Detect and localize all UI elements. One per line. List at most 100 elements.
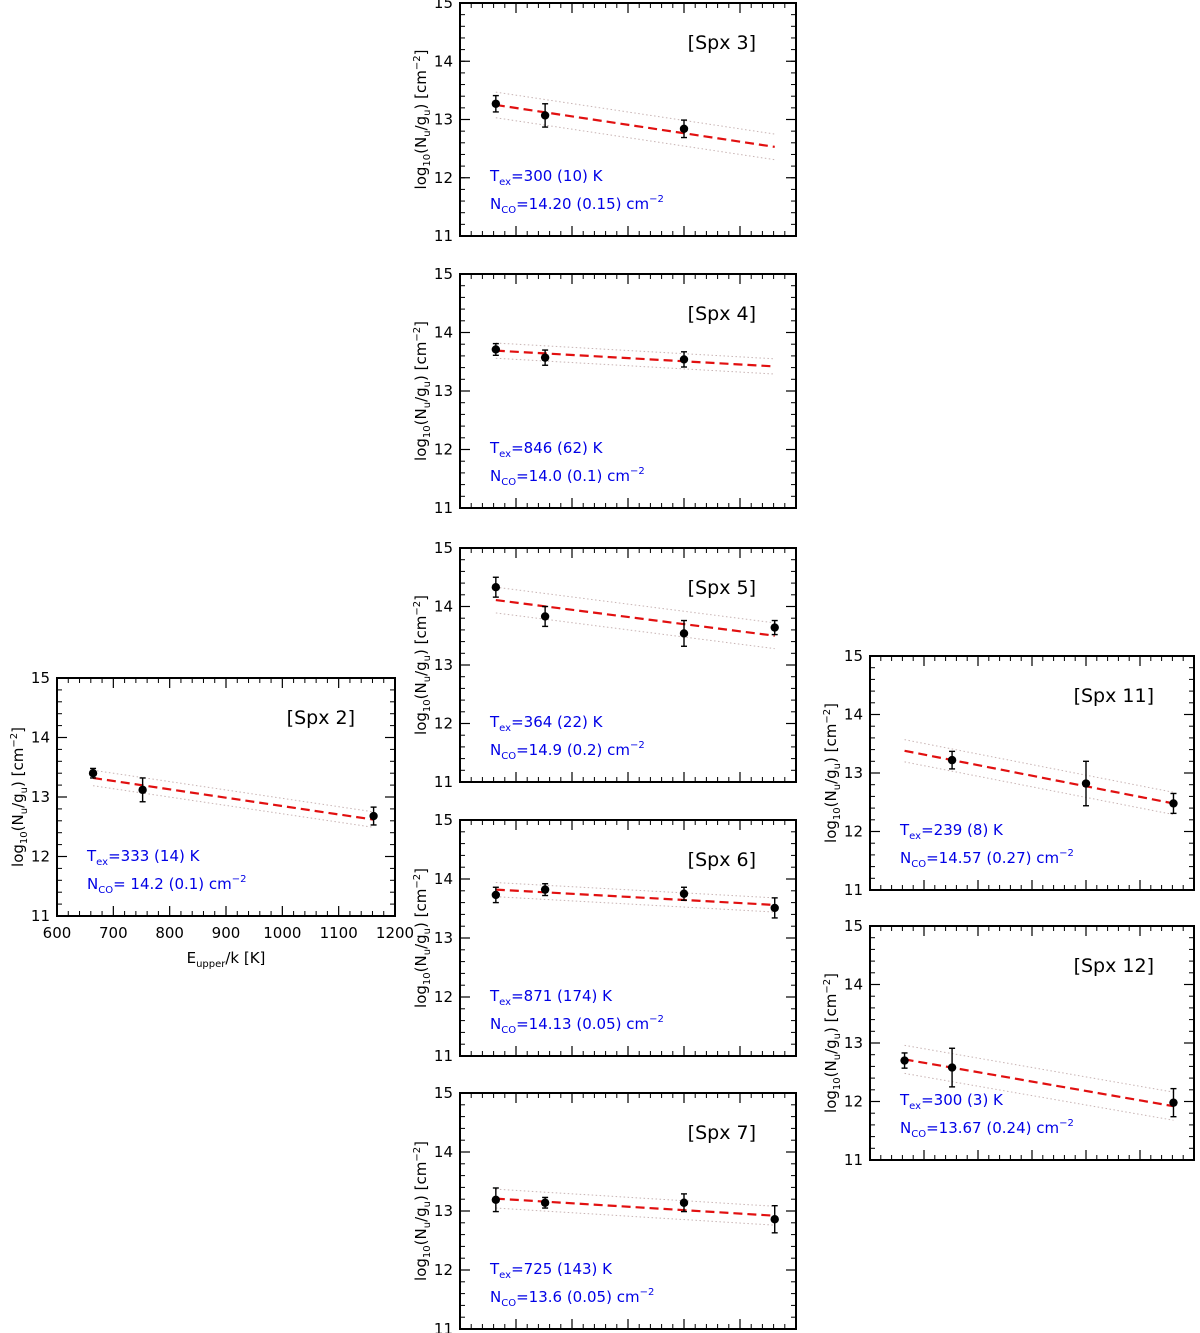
x-axis-title: Eupper/k [K] xyxy=(187,949,266,970)
y-title-sub-u2: u xyxy=(832,763,843,769)
data-point xyxy=(1169,799,1178,808)
panel-label: [Spx 7] xyxy=(688,1122,756,1144)
tex-annotation: Tex=846 (62) K xyxy=(489,439,604,460)
nco-symbol: N xyxy=(490,467,501,485)
tex-value: =364 (22) K xyxy=(511,713,604,731)
y-tick-label: 13 xyxy=(844,764,863,782)
y-title-sub: 10 xyxy=(832,1077,843,1090)
y-tick-label: 11 xyxy=(434,1320,453,1333)
y-title-close: ] xyxy=(412,868,430,874)
tex-value: =300 (10) K xyxy=(511,167,604,185)
data-point xyxy=(491,99,501,108)
nco-sub: CO xyxy=(501,751,516,762)
y-tick-label: 13 xyxy=(434,656,453,674)
nco-value: =13.67 (0.24) cm xyxy=(926,1119,1059,1137)
y-tick-label: 15 xyxy=(844,647,863,665)
y-title-log: log xyxy=(412,712,430,735)
y-title-g: /g xyxy=(822,769,840,784)
y-title-exp: −2 xyxy=(412,874,423,889)
y-title-unit: ) [cm xyxy=(822,994,840,1033)
nco-symbol: N xyxy=(87,875,98,893)
tex-sub: ex xyxy=(499,723,511,734)
data-point xyxy=(679,889,689,898)
fit-band-upper xyxy=(904,1044,1174,1093)
y-tick-label: 12 xyxy=(434,988,453,1006)
y-tick-label: 13 xyxy=(434,929,453,947)
panels-layer: 11 12 13 14 15 600 700 800 900 1000 1100 1200 Eupper… xyxy=(9,0,1195,1333)
x-tick-label: 600 xyxy=(43,924,72,942)
fit-band-upper xyxy=(495,882,775,899)
nco-value: =14.9 (0.2) cm xyxy=(516,741,630,759)
y-title-exp: −2 xyxy=(9,733,20,748)
y-title-log: log xyxy=(822,1090,840,1113)
y-tick-label: 13 xyxy=(31,788,50,806)
y-axis-title: log10(Nu/gu) [cm−2] xyxy=(412,1141,433,1281)
tex-annotation: Tex=333 (14) K xyxy=(86,847,201,868)
tex-value: =239 (8) K xyxy=(921,821,1004,839)
tex-value: =300 (3) K xyxy=(921,1091,1004,1109)
data-point xyxy=(1081,779,1091,788)
y-title-sub-u: u xyxy=(422,130,433,136)
y-title-g: /g xyxy=(9,793,27,808)
y-title-sub-u2: u xyxy=(19,787,30,793)
y-title-sub-u: u xyxy=(422,949,433,955)
y-tick-label: 15 xyxy=(434,811,453,829)
data-point xyxy=(1169,1098,1178,1107)
y-title-g: /g xyxy=(822,1039,840,1054)
nco-sub: CO xyxy=(501,1298,516,1309)
fit-line xyxy=(495,103,775,148)
nco-annotation: NCO=14.57 (0.27) cm−2 xyxy=(900,848,1074,870)
tex-sub: ex xyxy=(499,177,511,188)
y-tick-label: 12 xyxy=(434,1261,453,1279)
tex-value: =871 (174) K xyxy=(511,987,613,1005)
tex-annotation: Tex=239 (8) K xyxy=(899,821,1004,842)
y-title-log: log xyxy=(412,167,430,190)
y-axis-title: log10(Nu/gu) [cm−2] xyxy=(412,868,433,1008)
fit-band-upper xyxy=(495,1188,775,1207)
y-title-sub-u: u xyxy=(832,1054,843,1060)
y-title-n: (N xyxy=(412,1228,430,1245)
data-point xyxy=(540,353,550,362)
y-title-sub-u: u xyxy=(422,676,433,682)
x-tick-label: 1100 xyxy=(320,924,358,942)
y-tick-label: 14 xyxy=(434,1143,453,1161)
data-point xyxy=(679,629,689,638)
y-tick-label: 14 xyxy=(434,870,453,888)
y-tick-label: 14 xyxy=(844,706,863,724)
y-tick-label: 11 xyxy=(434,1047,453,1065)
nco-value: =14.0 (0.1) cm xyxy=(516,467,630,485)
y-tick-label: 12 xyxy=(844,1093,863,1111)
y-title-unit: ) [cm xyxy=(412,342,430,381)
panel-label: [Spx 4] xyxy=(688,303,756,325)
data-point xyxy=(679,1198,689,1207)
y-axis-title: log10(Nu/gu) [cm−2] xyxy=(412,50,433,190)
data-point xyxy=(770,623,779,632)
y-title-unit: ) [cm xyxy=(412,70,430,109)
tex-sub: ex xyxy=(499,1270,511,1281)
nco-exp: −2 xyxy=(630,466,645,477)
y-title-close: ] xyxy=(822,973,840,979)
y-title-sub-u2: u xyxy=(422,928,433,934)
y-tick-label: 11 xyxy=(434,499,453,517)
data-point xyxy=(900,1056,909,1065)
y-title-close: ] xyxy=(412,321,430,327)
panel-label: [Spx 12] xyxy=(1074,955,1154,977)
data-point xyxy=(770,1215,779,1224)
y-title-g: /g xyxy=(412,116,430,131)
nco-value: =14.13 (0.05) cm xyxy=(516,1015,649,1033)
tex-annotation: Tex=364 (22) K xyxy=(489,713,604,734)
data-point xyxy=(540,612,550,621)
tex-sub: ex xyxy=(909,1101,921,1112)
y-tick-label: 11 xyxy=(434,227,453,245)
nco-annotation: NCO=14.20 (0.15) cm−2 xyxy=(490,194,664,216)
y-title-log: log xyxy=(412,1258,430,1281)
tex-symbol: T xyxy=(489,987,500,1005)
y-title-sub-u2: u xyxy=(832,1033,843,1039)
y-title-unit: ) [cm xyxy=(822,724,840,763)
nco-symbol: N xyxy=(490,1288,501,1306)
y-title-log: log xyxy=(9,844,27,867)
y-title-g: /g xyxy=(412,934,430,949)
y-title-exp: −2 xyxy=(412,1147,423,1162)
